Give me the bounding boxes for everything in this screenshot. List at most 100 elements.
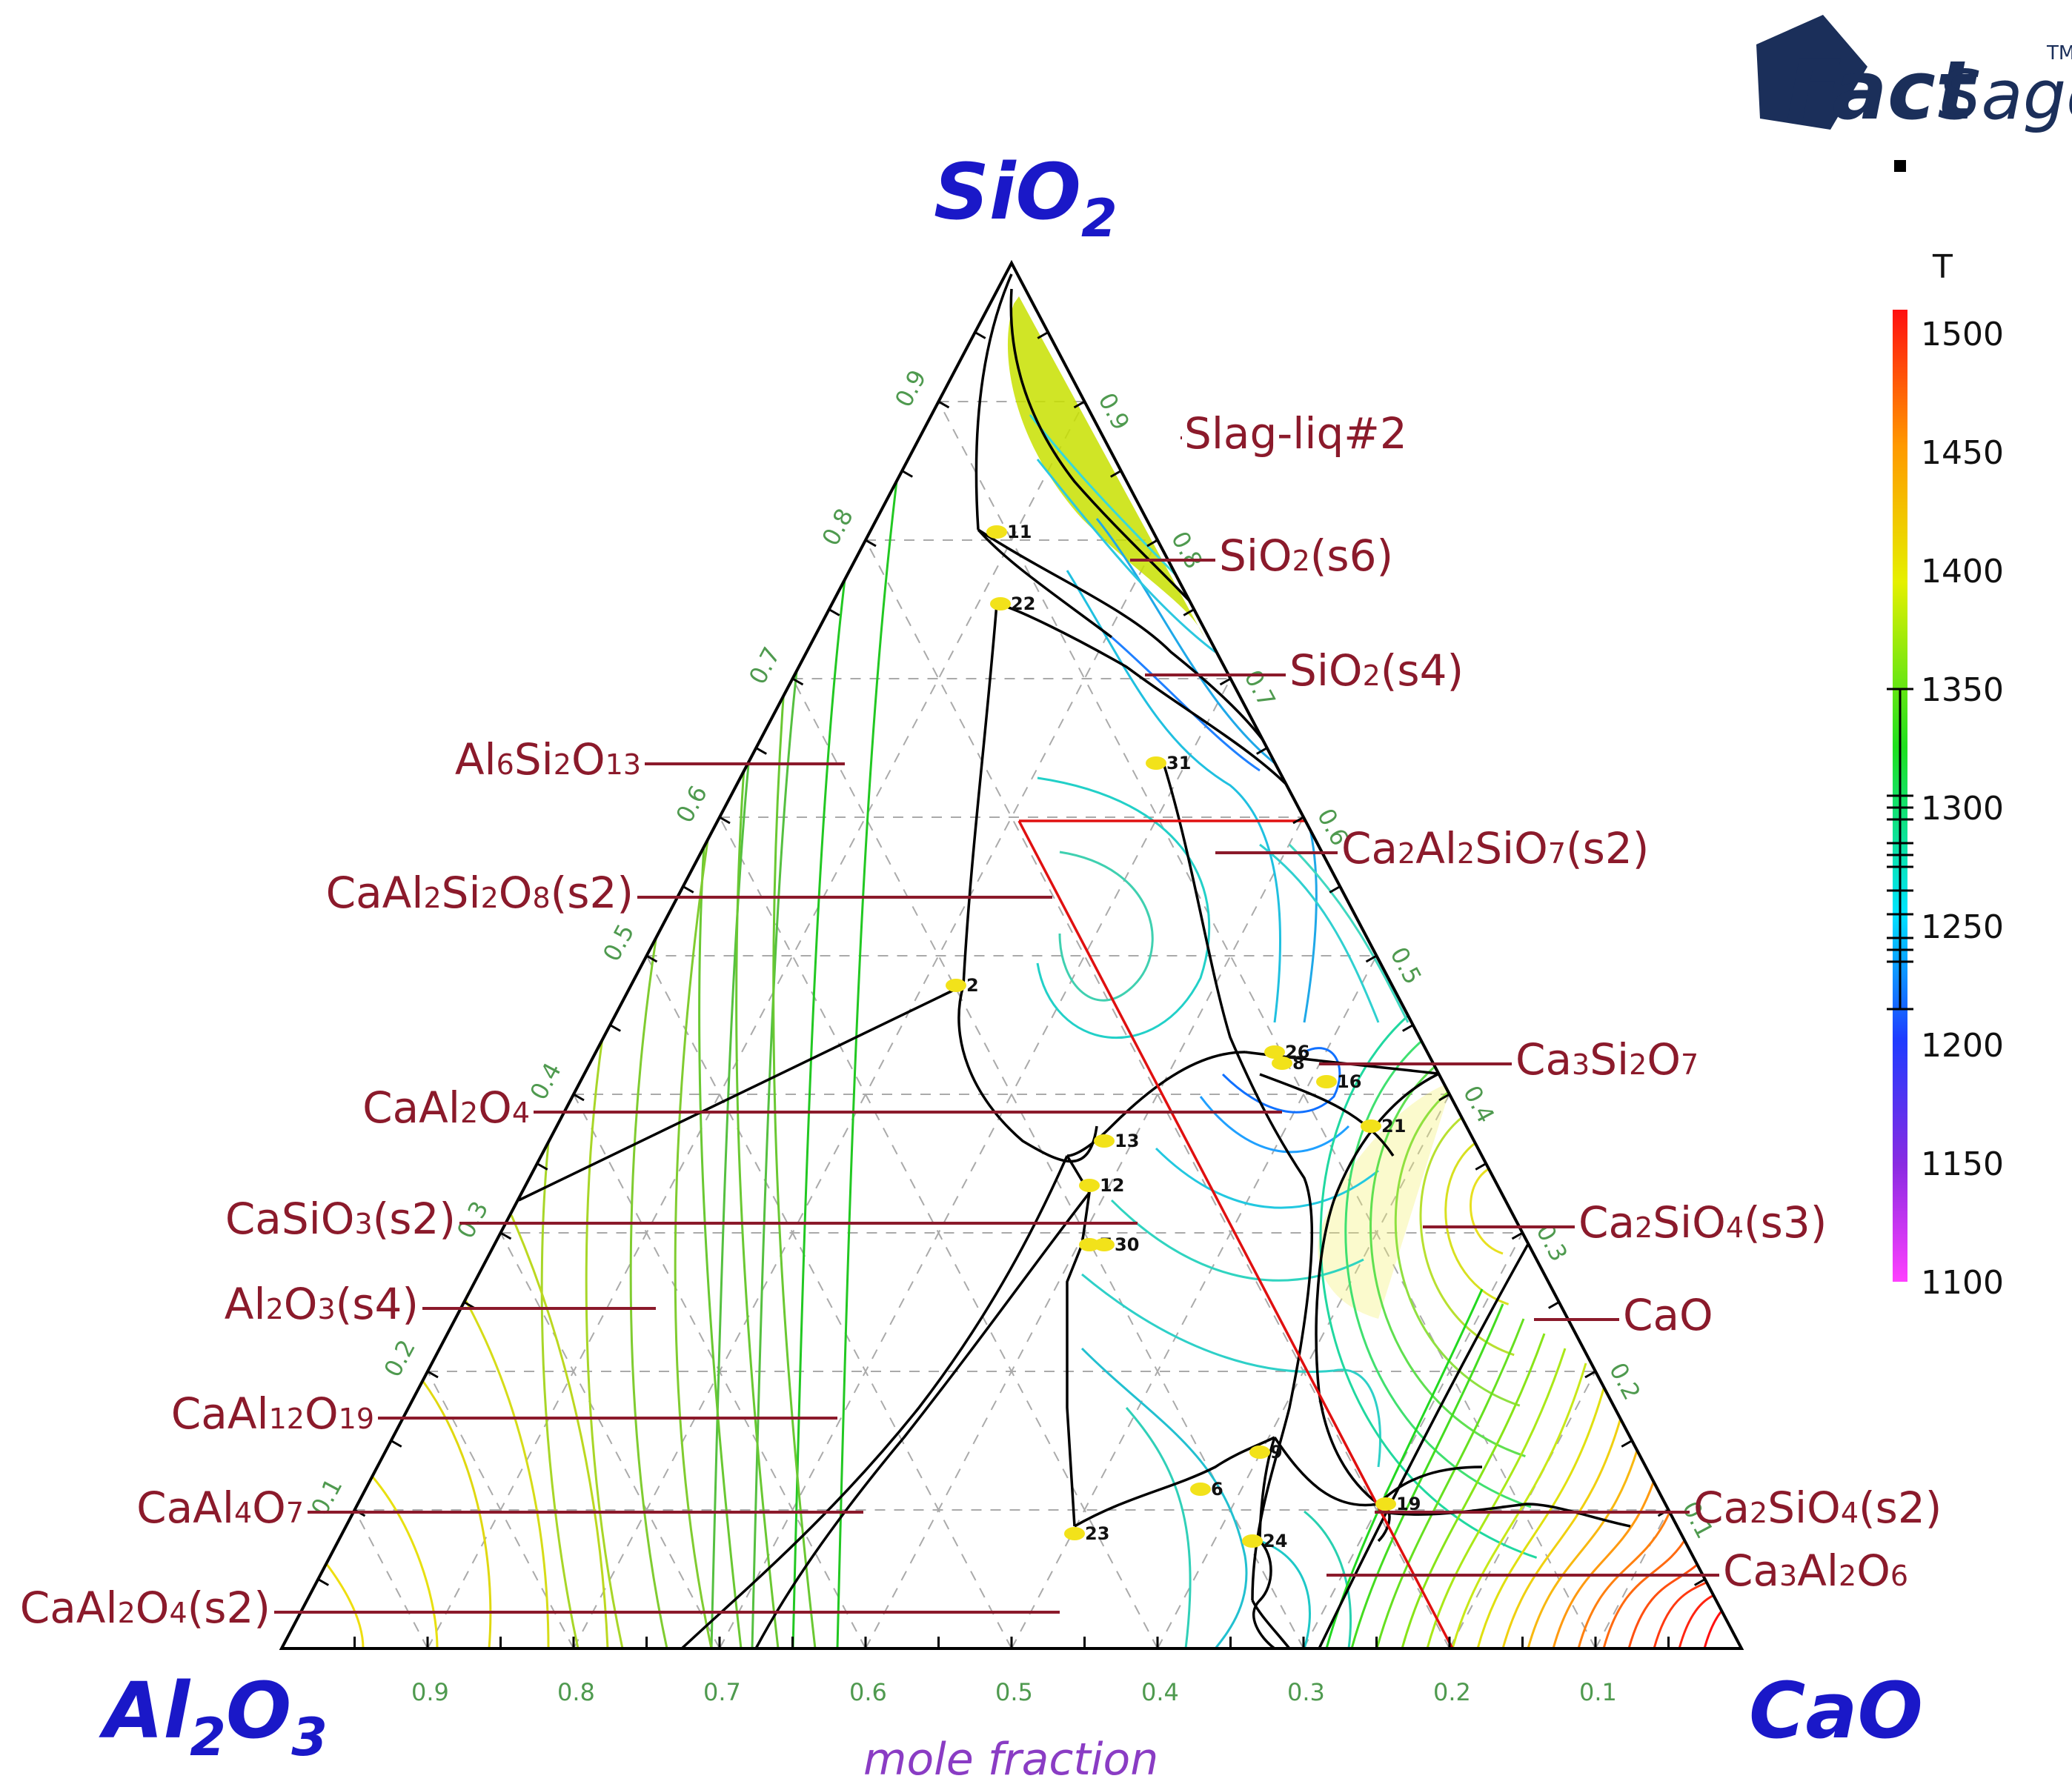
axis-tick — [1584, 1370, 1596, 1379]
axis-tick — [937, 400, 950, 409]
axis-tick-labels: 0.90.9 0.90.80.8 0.80.70.7 0.70.60.6 0.60.50… — [305, 365, 1719, 1706]
isotherm-fan-line — [1602, 1451, 1712, 1648]
colorbar-marks — [1887, 688, 1913, 1011]
phase-boundary-line — [1074, 1436, 1275, 1528]
bottom-tick-label: 0.1 — [1579, 1678, 1617, 1706]
axis-tick — [1548, 1301, 1560, 1309]
phase-boundaries — [518, 273, 1631, 1648]
grid-line — [719, 678, 1232, 1648]
invariant-point-label: 9 — [1270, 1442, 1283, 1463]
isotherm-line — [1036, 776, 1211, 1039]
isotherm-fan-line — [1451, 1363, 1587, 1648]
phase-label: Ca2SiO4(s2) — [1693, 1483, 1942, 1533]
invariant-point-label: 13 — [1115, 1131, 1139, 1151]
isotherm-fan-line — [1375, 1318, 1525, 1648]
isotherm-line — [458, 1288, 550, 1648]
invariant-point-marker — [1190, 1483, 1211, 1496]
axis-tick — [1329, 885, 1341, 894]
phase-label: CaAl2Si2O8(s2) — [326, 868, 634, 918]
phase-boundary-line — [754, 1191, 1091, 1648]
isotherm-line — [1259, 1540, 1311, 1648]
invariant-point-marker — [1264, 1045, 1285, 1059]
axis-tick — [1365, 954, 1378, 963]
colorbar-label: 1250 — [1921, 908, 2004, 946]
isotherm-fan-line — [1703, 1511, 1741, 1648]
axis-tick — [1256, 747, 1268, 755]
bottom-tick-label: 0.3 — [1287, 1678, 1325, 1706]
axis-tick — [573, 1093, 585, 1102]
phase-boundary-line — [518, 984, 964, 1202]
colorbar-label: 1300 — [1921, 790, 2004, 828]
isotherm-fan-line — [1401, 1333, 1546, 1648]
invariant-point-label: 23 — [1085, 1523, 1109, 1544]
triangle-frame — [279, 259, 1744, 1650]
isotherm-fan-line — [1426, 1348, 1567, 1648]
corner-label-left: Al2O3 — [99, 1666, 328, 1768]
shaded-regions — [1007, 296, 1452, 1319]
axis-tick — [1110, 470, 1122, 478]
axis-tick — [1621, 1440, 1633, 1448]
phase-label: Al2O3(s4) — [225, 1279, 419, 1329]
phase-boundary-line — [1377, 1465, 1483, 1505]
small-square-marker — [1894, 160, 1906, 172]
isotherm-line — [1304, 1510, 1352, 1648]
grid-line — [1011, 955, 1378, 1648]
grid-line — [937, 401, 1596, 1648]
colorbar-label: 1100 — [1921, 1264, 2004, 1302]
invariant-point-label: 8 — [1292, 1053, 1305, 1074]
temperature-colorbar: T 1500 1450 1400 1350 1300 1250 1200 1150 1100 — [1887, 248, 2004, 1302]
axis-ticks — [317, 331, 1706, 1648]
bottom-tick-label: 0.8 — [557, 1678, 595, 1706]
left-tick-label: 0.9 — [889, 365, 932, 412]
axis-tick — [865, 539, 877, 548]
invariant-points: 11223122681621131273096231924 — [946, 522, 1421, 1551]
axis-tick — [1438, 1093, 1450, 1102]
phase-boundary-line — [1378, 1503, 1631, 1528]
left-tick-label: 0.3 — [451, 1197, 494, 1243]
isotherm-line — [1259, 843, 1380, 1023]
isopleth-section-line — [1017, 820, 1454, 1649]
colorbar-label: 1500 — [1921, 316, 2004, 353]
phase-boundary-line — [996, 602, 1295, 793]
grid-line — [427, 1371, 574, 1648]
invariant-point-marker — [946, 979, 966, 992]
phase-boundary-line — [1259, 1073, 1395, 1157]
axis-tick — [1475, 1162, 1487, 1171]
left-tick-label: 0.7 — [743, 642, 786, 689]
phase-boundary-line — [1066, 1155, 1091, 1527]
grid-line — [427, 401, 1086, 1648]
phase-label: Ca3Al2O6 — [1723, 1546, 1908, 1596]
phase-label: Ca3Si2O7 — [1515, 1034, 1699, 1085]
grid-line — [1595, 1509, 1670, 1648]
axis-tick — [391, 1440, 402, 1448]
invariant-point-marker — [1079, 1179, 1100, 1192]
invariant-point-marker — [1249, 1445, 1270, 1459]
factsage-logo: Fact Sage TM — [1756, 15, 2072, 138]
isotherm-line — [772, 666, 817, 1648]
isotherm-fan-line — [1577, 1437, 1691, 1648]
isotherm-line — [1058, 851, 1154, 1002]
invariant-point-label: 2 — [966, 975, 979, 996]
phase-label: Al6Si2O13 — [455, 734, 641, 785]
isotherm-line — [325, 1563, 365, 1648]
colorbar-label: 1150 — [1921, 1145, 2004, 1183]
isotherm-line — [1199, 1096, 1350, 1154]
isotherm-line — [698, 755, 743, 1648]
grid-line — [353, 1509, 428, 1648]
phase-label: CaSiO3(s2) — [225, 1194, 456, 1244]
isotherm-ring — [1444, 1129, 1510, 1305]
bottom-tick-label: 0.7 — [703, 1678, 741, 1706]
axis-tick — [609, 1024, 621, 1032]
invariant-point-marker — [1079, 1238, 1100, 1251]
axis-tick — [1694, 1578, 1706, 1586]
left-tick-label: 0.4 — [525, 1058, 567, 1105]
invariant-point-marker — [1146, 756, 1166, 770]
left-tick-label: 0.5 — [597, 919, 640, 966]
invariant-point-marker — [986, 525, 1007, 539]
slag-liquid-region — [1007, 296, 1204, 637]
axis-tick — [427, 1370, 439, 1379]
axis-tick — [645, 954, 658, 963]
left-tick-label: 0.8 — [817, 504, 859, 550]
grid-line — [1449, 1371, 1596, 1648]
axis-caption: mole fraction — [863, 1734, 1158, 1786]
